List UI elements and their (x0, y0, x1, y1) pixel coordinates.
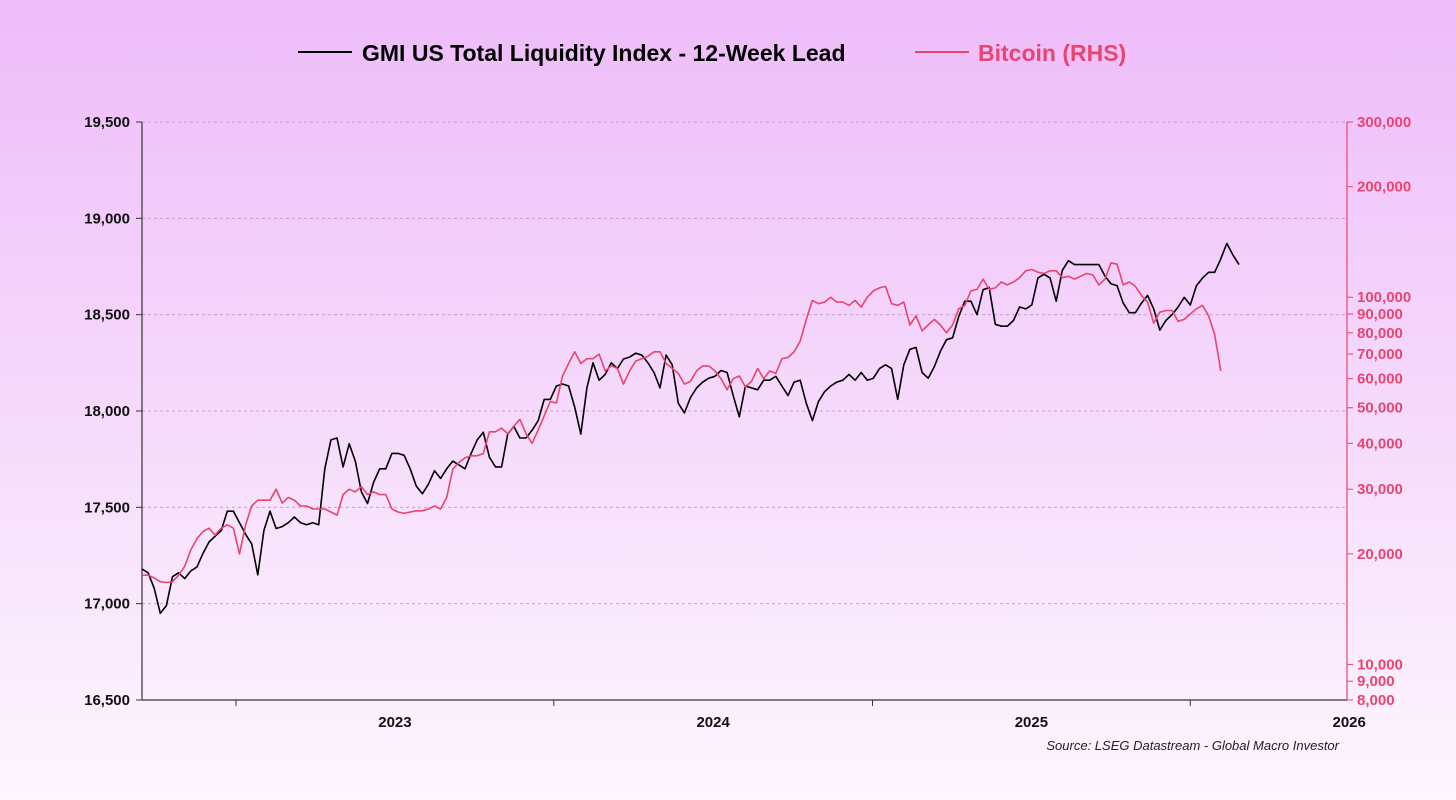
y-right-tick-label: 8,000 (1357, 692, 1395, 709)
y-right-tick-label: 90,000 (1357, 306, 1403, 323)
grid-layer (142, 121, 1347, 605)
y-left-tick-label: 16,500 (84, 692, 130, 709)
x-tick-label: 2025 (1015, 714, 1048, 731)
y-left-tick-label: 18,000 (84, 403, 130, 420)
y-right-tick-label: 80,000 (1357, 325, 1403, 342)
y-right-tick-label: 30,000 (1357, 481, 1403, 498)
legend-label-liquidity: GMI US Total Liquidity Index - 12-Week L… (362, 40, 846, 66)
y-right-tick-label: 60,000 (1357, 371, 1403, 388)
x-tick-label: 2026 (1332, 714, 1365, 731)
y-right-tick-label: 100,000 (1357, 289, 1411, 306)
y-right-tick-label: 70,000 (1357, 346, 1403, 363)
y-left-tick-label: 19,500 (84, 114, 130, 131)
legend-label-bitcoin: Bitcoin (RHS) (978, 40, 1126, 66)
y-left-tick-label: 17,000 (84, 596, 130, 613)
y-right-tick-label: 50,000 (1357, 400, 1403, 417)
series-line-liquidity (141, 242, 1240, 615)
source-note: Source: LSEG Datastream - Global Macro I… (1046, 738, 1339, 753)
y-left-tick-label: 18,500 (84, 307, 130, 324)
y-right-tick-label: 40,000 (1357, 435, 1403, 452)
series-layer (141, 242, 1240, 615)
x-tick-label: 2023 (378, 714, 411, 731)
y-right-tick-label: 10,000 (1357, 656, 1403, 673)
x-tick-label: 2024 (696, 714, 730, 731)
y-right-tick-label: 300,000 (1357, 114, 1411, 131)
y-right-tick-label: 200,000 (1357, 179, 1411, 196)
y-left-tick-label: 17,500 (84, 499, 130, 516)
y-left-tick-label: 19,000 (84, 210, 130, 227)
y-right-tick-label: 9,000 (1357, 673, 1395, 690)
series-line-bitcoin (142, 262, 1222, 584)
axis-layer: 16,500 17,000 17,500 18,000 18,500 19,000 19,5… (84, 114, 1411, 731)
y-right-tick-label: 20,000 (1357, 546, 1403, 563)
legend: GMI US Total Liquidity Index - 12-Week L… (298, 40, 1126, 66)
